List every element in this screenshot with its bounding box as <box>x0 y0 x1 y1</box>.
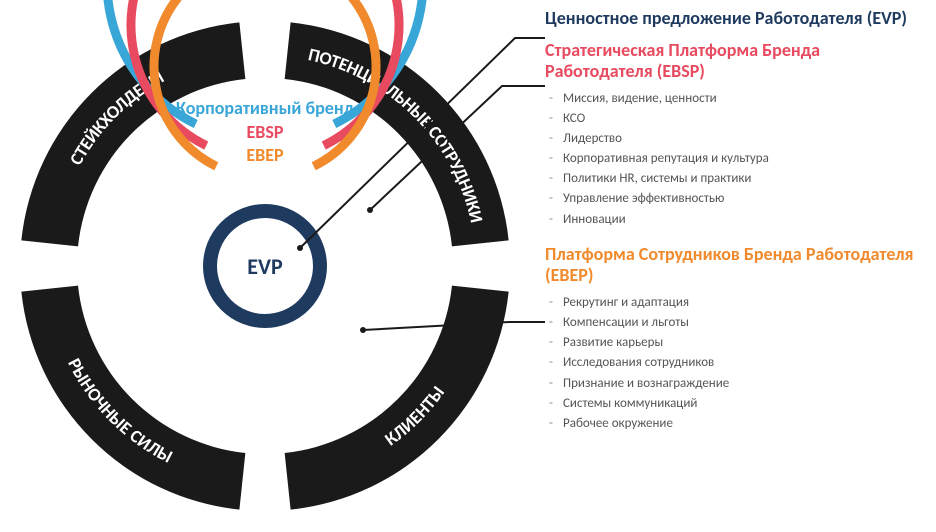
ebsp-list: Миссия, видение, ценностиКСОЛидерствоКор… <box>545 89 925 230</box>
list-item: Развитие карьеры <box>545 333 925 353</box>
outer-segment <box>21 286 245 510</box>
list-item: Рекрутинг и адаптация <box>545 293 925 313</box>
evp-title: Ценностное предложение Работодателя (EVP… <box>545 8 925 30</box>
ring-label-ebep: EBEP <box>246 144 284 166</box>
list-item: Миссия, видение, ценности <box>545 89 925 109</box>
list-item: Рабочее окружение <box>545 414 925 434</box>
list-item: Компенсации и льготы <box>545 313 925 333</box>
list-item: Лидерство <box>545 129 925 149</box>
list-item: Корпоративная репутация и культура <box>545 149 925 169</box>
leader-dot <box>360 327 366 333</box>
outer-segment <box>285 286 509 510</box>
leader-dot <box>297 245 303 251</box>
ebep-title: Платформа Сотрудников Бренда Работодател… <box>545 244 925 287</box>
list-item: КСО <box>545 109 925 129</box>
list-item: Политики HR, системы и практики <box>545 169 925 189</box>
list-item: Признание и вознаграждение <box>545 374 925 394</box>
ring-notch <box>143 335 195 387</box>
ebsp-title: Стратегическая Платформа Бренда Работода… <box>545 40 925 83</box>
ebep-list: Рекрутинг и адаптацияКомпенсации и льгот… <box>545 293 925 434</box>
right-panel: Ценностное предложение Работодателя (EVP… <box>545 8 925 448</box>
list-item: Управление эффективностью <box>545 189 925 209</box>
ring-label-ebsp: EBSP <box>247 121 284 143</box>
list-item: Исследования сотрудников <box>545 353 925 373</box>
ring-notch <box>334 335 386 387</box>
list-item: Инновации <box>545 210 925 230</box>
leader-dot <box>367 207 373 213</box>
ring-label-corporate: Корпоративный бренд <box>176 97 355 119</box>
center-label: EVP <box>247 253 283 280</box>
list-item: Системы коммуникаций <box>545 394 925 414</box>
